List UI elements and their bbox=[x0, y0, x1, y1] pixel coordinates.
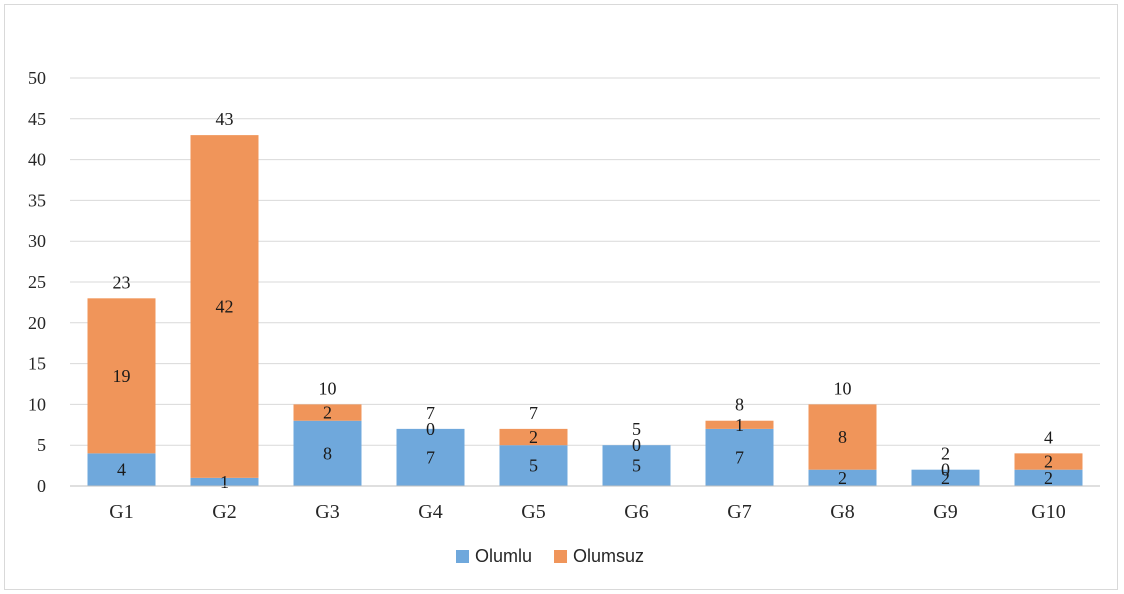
data-label-olumsuz: 1 bbox=[735, 415, 744, 435]
bar-olumsuz-g10 bbox=[1014, 453, 1083, 470]
data-label-total: 7 bbox=[529, 403, 538, 423]
y-tick-label: 30 bbox=[28, 231, 46, 251]
y-tick-label: 45 bbox=[28, 109, 46, 129]
bar-olumlu-g7 bbox=[705, 428, 774, 486]
bar-olumsuz-g5 bbox=[499, 428, 568, 446]
data-label-olumsuz: 2 bbox=[323, 403, 332, 423]
data-label-olumlu: 4 bbox=[117, 460, 126, 480]
legend-swatch bbox=[554, 550, 568, 563]
data-label-total: 23 bbox=[113, 272, 131, 292]
y-tick-label: 35 bbox=[28, 190, 46, 210]
bar-olumsuz-g8 bbox=[808, 404, 877, 470]
y-tick-label: 5 bbox=[37, 435, 46, 455]
data-label-olumlu: 7 bbox=[735, 447, 744, 467]
x-tick-label: G8 bbox=[830, 501, 854, 523]
y-axis: 0 5 10 15 20 25 30 35 40 45 50 bbox=[28, 68, 46, 496]
data-label-olumsuz: 2 bbox=[529, 427, 538, 447]
data-label-total: 7 bbox=[426, 403, 435, 423]
bar-olumsuz-g7 bbox=[705, 420, 774, 429]
bar-olumlu-g1 bbox=[87, 453, 156, 486]
y-tick-label: 10 bbox=[28, 394, 46, 414]
data-label-total: 4 bbox=[1044, 427, 1053, 447]
y-tick-label: 20 bbox=[28, 313, 46, 333]
x-tick-label: G9 bbox=[933, 501, 957, 523]
data-label-olumsuz: 8 bbox=[838, 427, 847, 447]
data-label-olumlu: 2 bbox=[941, 468, 950, 488]
data-label-olumlu: 7 bbox=[426, 447, 435, 467]
legend-label: Olumsuz bbox=[573, 546, 644, 566]
x-axis: G1 G2 G3 G4 G5 G6 G7 G8 G9 G10 bbox=[70, 485, 1100, 523]
x-tick-label: G3 bbox=[315, 501, 339, 523]
y-tick-label: 50 bbox=[28, 68, 46, 88]
bar-olumlu-g5 bbox=[499, 445, 568, 486]
data-label-olumlu: 8 bbox=[323, 443, 332, 463]
data-label-total: 5 bbox=[632, 419, 641, 439]
y-tick-label: 15 bbox=[28, 354, 46, 374]
x-tick-label: G4 bbox=[418, 501, 442, 523]
bar-olumlu-g10 bbox=[1014, 469, 1083, 486]
data-label-total: 43 bbox=[216, 109, 234, 129]
bar-olumlu-g6 bbox=[602, 445, 671, 486]
y-tick-label: 40 bbox=[28, 150, 46, 170]
data-label-olumsuz: 0 bbox=[632, 435, 641, 455]
bar-olumlu-g9 bbox=[911, 469, 980, 486]
legend-label: Olumlu bbox=[475, 546, 532, 566]
data-label-olumlu: 5 bbox=[632, 456, 641, 476]
y-tick-label: 25 bbox=[28, 272, 46, 292]
data-label-total: 10 bbox=[834, 378, 852, 398]
bar-olumsuz-g2 bbox=[190, 135, 259, 478]
data-label-olumsuz: 0 bbox=[941, 460, 950, 480]
bar-olumsuz-g1 bbox=[87, 298, 156, 454]
data-label-total: 10 bbox=[319, 378, 337, 398]
bar-olumlu-g4 bbox=[396, 428, 465, 486]
bar-olumlu-g2 bbox=[190, 477, 259, 486]
data-label-olumlu: 2 bbox=[838, 468, 847, 488]
data-label-olumsuz: 2 bbox=[1044, 452, 1053, 472]
bar-olumlu-g8 bbox=[808, 469, 877, 486]
y-tick-label: 0 bbox=[37, 476, 46, 496]
bar-olumsuz-g3 bbox=[293, 404, 362, 421]
legend: Olumlu Olumsuz bbox=[456, 546, 644, 566]
data-label-olumsuz: 42 bbox=[216, 296, 234, 316]
data-label-olumsuz: 19 bbox=[113, 366, 131, 386]
data-label-olumsuz: 0 bbox=[426, 419, 435, 439]
x-tick-label: G1 bbox=[109, 501, 133, 523]
data-label-total: 8 bbox=[735, 395, 744, 415]
x-tick-label: G2 bbox=[212, 501, 236, 523]
x-tick-label: G7 bbox=[727, 501, 751, 523]
x-tick-label: G6 bbox=[624, 501, 648, 523]
x-tick-label: G5 bbox=[521, 501, 545, 523]
bars bbox=[87, 135, 1083, 486]
x-tick-label: G10 bbox=[1031, 501, 1065, 523]
bar-olumlu-g3 bbox=[293, 420, 362, 486]
legend-swatch bbox=[456, 550, 469, 563]
data-label-total: 2 bbox=[941, 444, 950, 464]
data-label-olumlu: 1 bbox=[220, 472, 229, 492]
data-label-olumlu: 5 bbox=[529, 456, 538, 476]
chart-frame bbox=[4, 4, 1118, 590]
data-label-olumlu: 2 bbox=[1044, 468, 1053, 488]
